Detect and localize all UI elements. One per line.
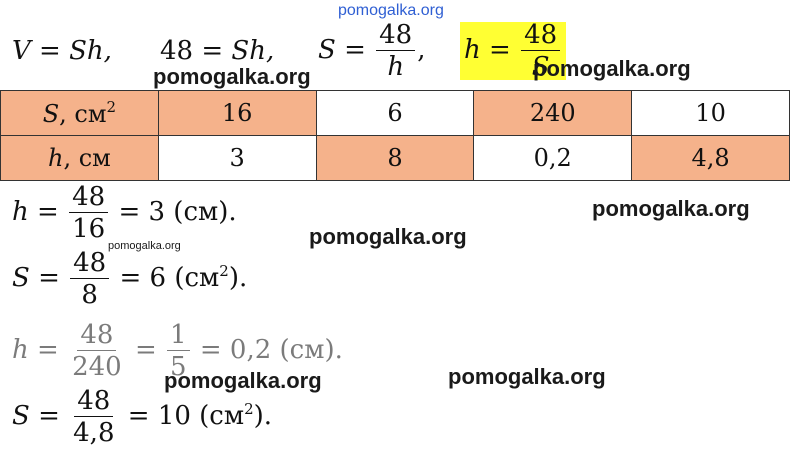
table-row-s: S, см2 16 6 240 10 — [0, 90, 790, 136]
formula-s: S = 48 h , — [318, 22, 426, 80]
formula-s-denominator: h — [387, 52, 405, 82]
eq1-fraction: 48 16 — [69, 184, 109, 244]
eq4-lhs: S — [12, 401, 30, 431]
table-cell: 3 — [157, 135, 317, 181]
watermark-2: pomogalka.org — [533, 56, 691, 81]
row-label-h-unit: , см — [63, 144, 111, 172]
eq2-fraction: 48 8 — [70, 250, 110, 310]
table-cell: 4,8 — [631, 135, 790, 181]
eq2-rest-pre: = 6 (см — [119, 263, 220, 293]
watermark-small: pomogalka.org — [108, 240, 181, 252]
eq1-numerator: 48 — [69, 184, 109, 213]
formula-h-lhs: h — [464, 35, 481, 65]
eq4-rest-post: ). — [253, 401, 273, 431]
table-cell: 6 — [315, 90, 475, 136]
watermark-4: pomogalka.org — [309, 224, 467, 249]
eq4-rest-pre: = 10 (см — [127, 401, 245, 431]
table-cell: 16 — [157, 90, 317, 136]
eq4-rest-sup: 2 — [244, 400, 254, 418]
eq3-denominator: 240 — [72, 352, 122, 382]
row-label-s: S, см2 — [0, 90, 159, 136]
table-row-h: h, см 3 8 0,2 4,8 — [0, 135, 790, 181]
formula-s-tail: , — [417, 35, 426, 65]
table-cell: 0,2 — [473, 135, 633, 181]
formula-volume-eq: = — [39, 36, 61, 66]
eq1-rest: = 3 (см). — [118, 197, 237, 227]
formula-volume-lhs: V — [12, 36, 31, 66]
watermark-3: pomogalka.org — [592, 196, 750, 221]
row-label-s-var: S — [42, 100, 60, 128]
row-label-s-unit: , см — [59, 100, 107, 128]
eq2-rest-sup: 2 — [219, 262, 229, 280]
formula-volume: V = Sh, — [12, 36, 112, 66]
formula-48-eq: = — [201, 36, 224, 66]
values-table: S, см2 16 6 240 10 h, см 3 8 0,2 4,8 — [0, 90, 790, 181]
eq3-mid: = — [134, 335, 157, 365]
eq2-lhs: S — [12, 263, 30, 293]
formula-s-lhs: S — [318, 35, 336, 65]
top-watermark: pomogalka.org — [338, 2, 444, 19]
formula-h-numerator: 48 — [521, 22, 561, 51]
eq3-fraction-2: 1 5 — [167, 322, 190, 380]
equation-3: h = 48 240 = 1 5 = 0,2 (см). — [12, 320, 343, 382]
eq2-denominator: 8 — [81, 280, 98, 310]
formula-h-denominator: S — [531, 52, 550, 82]
table-cell: 8 — [315, 135, 475, 181]
eq2-rest-post: ). — [228, 263, 248, 293]
eq4-denominator: 4,8 — [73, 418, 115, 448]
formula-48-rhs: Sh, — [231, 36, 275, 66]
watermark-6: pomogalka.org — [448, 364, 606, 389]
formula-48: 48 = Sh, — [160, 36, 274, 66]
formula-s-numerator: 48 — [376, 22, 416, 51]
equation-1: h = 48 16 = 3 (см). — [12, 182, 237, 244]
table-cell: 10 — [631, 90, 790, 136]
watermark-1: pomogalka.org — [153, 64, 311, 89]
formula-48-num: 48 — [160, 36, 194, 66]
formula-s-eq: = — [344, 35, 366, 65]
watermark-5: pomogalka.org — [164, 368, 322, 393]
row-label-h: h, см — [0, 135, 159, 181]
formula-h-eq: = — [489, 35, 511, 65]
equation-2: S = 48 8 = 6 (см2). — [12, 248, 248, 310]
eq3-fraction: 48 240 — [69, 322, 125, 380]
table-cell: 240 — [473, 90, 633, 136]
formula-s-fraction: 48 h — [376, 22, 416, 82]
row-label-s-sup: 2 — [106, 98, 117, 116]
formula-volume-rhs: Sh, — [69, 36, 112, 66]
eq1-denominator: 16 — [72, 214, 106, 244]
eq3-numerator: 48 — [77, 322, 117, 351]
formula-h-fraction: 48 S — [521, 22, 561, 82]
eq3-denominator-2: 5 — [170, 352, 187, 382]
row-label-h-var: h — [47, 144, 64, 172]
eq3-numerator-2: 1 — [167, 322, 190, 351]
eq3-rest: = 0,2 (см). — [199, 335, 343, 365]
equation-4: S = 48 4,8 = 10 (см2). — [12, 386, 273, 448]
eq2-numerator: 48 — [70, 250, 110, 279]
eq4-fraction: 48 4,8 — [70, 388, 117, 446]
eq1-lhs: h — [12, 197, 29, 227]
formula-h-highlighted: h = 48 S — [460, 22, 567, 82]
eq3-lhs: h — [12, 335, 29, 365]
eq4-numerator: 48 — [74, 388, 114, 417]
